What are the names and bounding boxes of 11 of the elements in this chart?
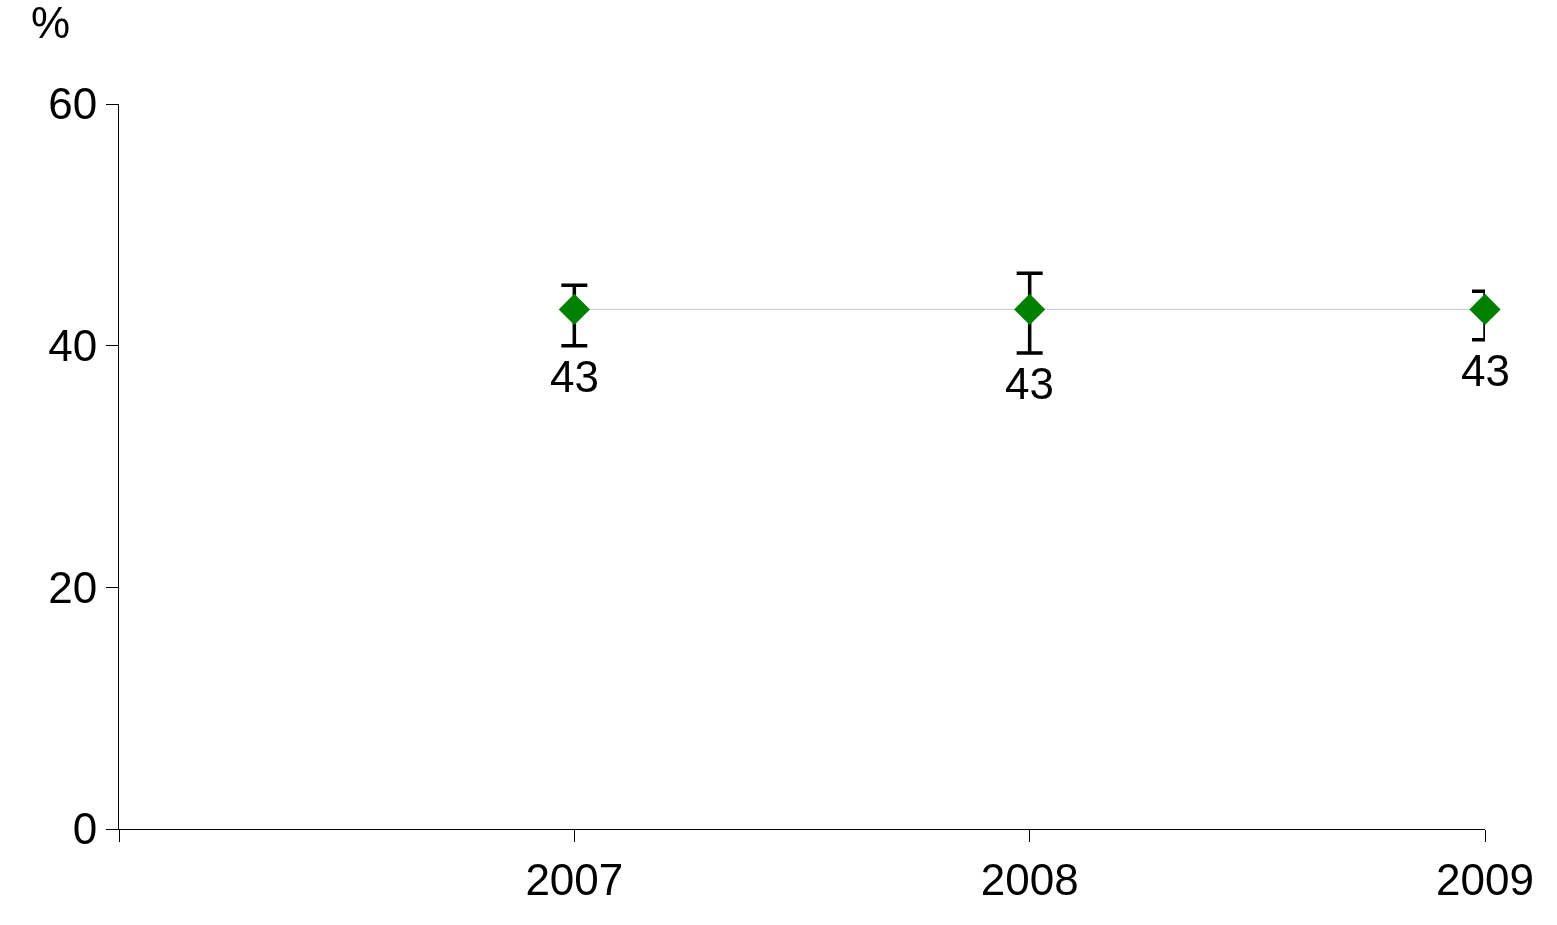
x-tick-label: 2009 [1436,854,1534,904]
y-tick-label: 60 [48,79,98,129]
y-tick-label: 40 [48,321,98,371]
data-label: 43 [1005,359,1054,408]
x-tick-label: 2008 [980,854,1079,904]
data-label: 43 [550,352,599,401]
y-tick-label: 20 [48,562,98,612]
y-axis-title: % [31,0,71,47]
x-tick-label: 2007 [525,854,624,904]
data-label: 43 [1461,346,1510,395]
y-tick-label: 0 [72,804,98,854]
